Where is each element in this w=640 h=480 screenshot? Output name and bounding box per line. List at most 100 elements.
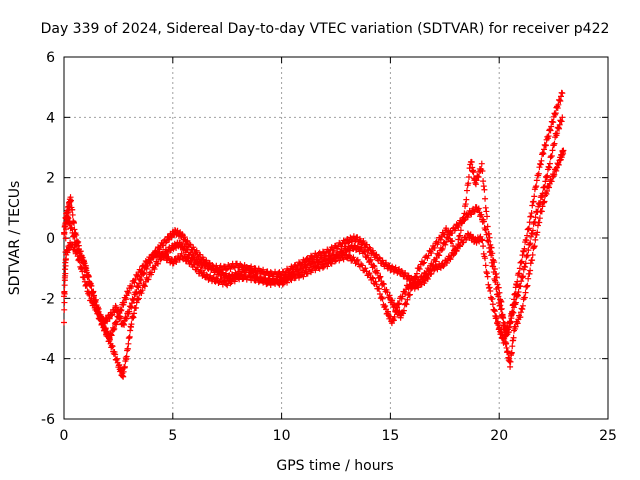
data-point: [193, 247, 200, 254]
data-point: [363, 241, 370, 248]
data-point: [428, 270, 435, 277]
data-point: [118, 307, 125, 314]
data-point: [508, 349, 515, 356]
data-point: [350, 233, 357, 240]
data-point: [210, 274, 217, 281]
data-point: [554, 105, 561, 112]
data-point: [481, 186, 488, 193]
data-point: [155, 260, 162, 267]
data-point: [487, 288, 494, 295]
data-point: [527, 267, 534, 274]
data-point: [138, 268, 145, 275]
data-point: [455, 224, 462, 231]
y-tick-label: -6: [41, 412, 55, 428]
data-point: [512, 299, 519, 306]
data-point: [430, 267, 437, 274]
data-point: [61, 229, 68, 236]
data-point: [379, 295, 386, 302]
data-point: [115, 313, 122, 320]
data-point: [519, 306, 526, 313]
data-point: [123, 353, 130, 360]
data-point: [190, 261, 197, 268]
y-tick-label: 0: [46, 231, 55, 247]
data-point: [556, 97, 563, 104]
data-point: [551, 140, 558, 147]
data-point: [507, 319, 514, 326]
data-point: [546, 160, 553, 167]
data-point: [483, 269, 490, 276]
data-point: [61, 288, 68, 295]
data-point: [391, 313, 398, 320]
data-point: [69, 206, 76, 213]
data-point: [68, 224, 75, 231]
data-point: [531, 193, 538, 200]
data-point: [110, 326, 117, 333]
data-point: [551, 171, 558, 178]
data-point: [144, 260, 151, 267]
x-tick-label: 10: [273, 428, 291, 444]
data-point: [534, 208, 541, 215]
data-point: [415, 265, 422, 272]
data-point: [541, 184, 548, 191]
data-point: [130, 314, 137, 321]
data-point: [62, 262, 69, 269]
data-point: [82, 266, 89, 273]
data-point: [452, 225, 459, 232]
data-point: [366, 270, 373, 277]
data-point: [522, 289, 529, 296]
data-point: [534, 229, 541, 236]
data-point: [354, 256, 361, 263]
data-point: [91, 292, 98, 299]
data-point: [374, 270, 381, 277]
data-point: [69, 211, 76, 218]
data-point: [546, 164, 553, 171]
series-track-c: [61, 114, 566, 346]
data-point: [365, 270, 372, 277]
data-point: [482, 204, 489, 211]
data-point: [159, 250, 166, 257]
data-point: [468, 159, 475, 166]
data-point: [151, 266, 158, 273]
data-point: [552, 110, 559, 117]
data-point: [449, 238, 456, 245]
data-point: [457, 227, 464, 234]
data-point: [465, 173, 472, 180]
data-point: [517, 309, 524, 316]
data-point: [61, 319, 67, 326]
data-point: [500, 315, 507, 322]
data-point: [367, 256, 374, 263]
data-point: [274, 276, 281, 283]
data-point: [475, 205, 482, 212]
data-point: [531, 244, 538, 251]
data-point: [518, 278, 525, 285]
data-point: [200, 256, 207, 263]
data-point: [534, 222, 541, 229]
data-point: [529, 202, 536, 209]
data-point: [141, 283, 148, 290]
data-point: [125, 290, 132, 297]
data-point: [536, 164, 543, 171]
data-point: [80, 257, 87, 264]
data-point: [165, 253, 172, 260]
data-point: [376, 254, 383, 261]
data-point: [115, 314, 122, 321]
data-point: [328, 260, 335, 267]
data-point: [554, 130, 561, 137]
data-point: [510, 334, 517, 341]
data-point: [390, 317, 397, 324]
data-point: [109, 343, 116, 350]
data-point: [483, 208, 490, 215]
y-tick-label: 6: [46, 50, 55, 66]
data-point: [372, 278, 379, 285]
data-point: [184, 254, 191, 261]
data-point: [462, 201, 469, 208]
data-point: [470, 169, 477, 176]
data-point: [293, 270, 300, 277]
data-point: [138, 277, 145, 284]
data-point: [441, 231, 448, 238]
data-point: [85, 273, 92, 280]
data-point: [500, 339, 507, 346]
data-point: [472, 181, 479, 188]
data-point: [160, 242, 167, 249]
data-point: [521, 294, 528, 301]
